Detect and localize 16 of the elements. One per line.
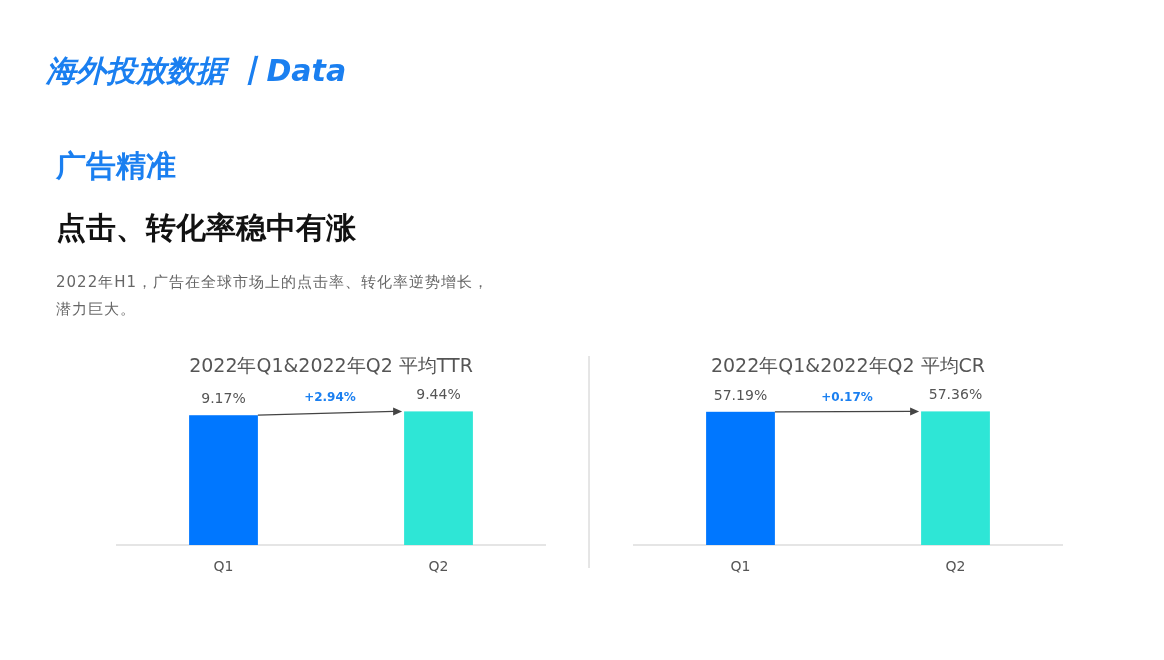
- text: 2022年H1，广告在全球市场上的点击率、转化率逆势增长，潜力巨大。: [56, 273, 489, 318]
- chart-title: 2022年Q1&2022年Q2 平均CR: [710, 354, 986, 376]
- data-label: 9.17%: [201, 390, 246, 407]
- x-tick-label: Q2: [428, 558, 449, 574]
- text: 广告精准: [55, 148, 176, 183]
- x-tick-label: Q1: [730, 558, 751, 574]
- text: 海外投放数据 丨Data: [45, 53, 347, 88]
- text: +2.94%: [304, 390, 356, 405]
- data-label: 9.44%: [416, 386, 461, 403]
- x-tick-label: Q2: [945, 558, 966, 574]
- chart-title: 2022年Q1&2022年Q2 平均TTR: [189, 354, 473, 376]
- data-label: 57.19%: [713, 386, 768, 403]
- data-label: 57.36%: [928, 386, 983, 403]
- x-tick-label: Q1: [213, 558, 234, 574]
- text: 点击、转化率稳中有涨: [56, 210, 357, 245]
- text: +0.17%: [821, 390, 873, 405]
